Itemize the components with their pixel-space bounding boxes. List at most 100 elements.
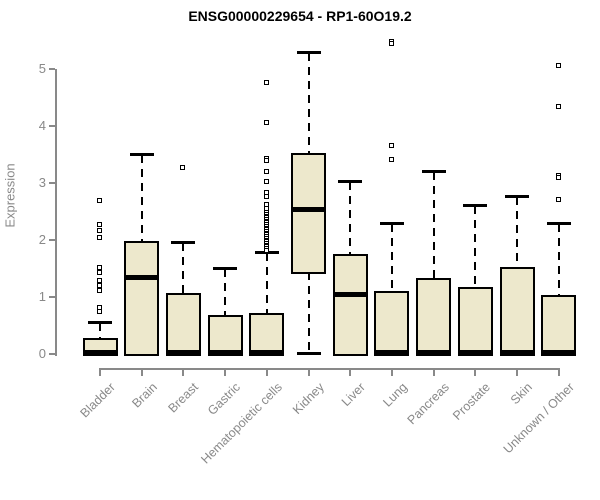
iqr-box bbox=[249, 312, 285, 356]
outlier-point bbox=[97, 222, 102, 228]
y-tick-label: 4 bbox=[38, 118, 46, 133]
upper-whisker-cap bbox=[171, 240, 196, 244]
upper-whisker-cap bbox=[88, 320, 112, 324]
y-axis-tick bbox=[49, 182, 55, 184]
outlier-point bbox=[97, 270, 102, 276]
outlier-point bbox=[97, 198, 102, 204]
upper-whisker bbox=[99, 322, 101, 339]
outlier-point bbox=[263, 189, 269, 195]
x-axis-tick bbox=[432, 368, 435, 376]
x-axis-tick bbox=[140, 368, 143, 376]
iqr-box bbox=[165, 293, 201, 356]
outlier-point bbox=[388, 142, 394, 148]
outlier-point bbox=[388, 41, 394, 47]
upper-whisker bbox=[432, 171, 435, 279]
median-line bbox=[82, 350, 118, 356]
outlier-point bbox=[263, 80, 269, 86]
y-axis-tick bbox=[49, 353, 55, 355]
iqr-box bbox=[374, 291, 410, 356]
median-line bbox=[291, 206, 326, 212]
outlier-point bbox=[180, 164, 186, 170]
median-line bbox=[332, 291, 368, 297]
upper-whisker bbox=[307, 53, 310, 153]
median-line bbox=[165, 350, 201, 356]
x-axis-line bbox=[99, 368, 560, 370]
y-tick-label: 0 bbox=[38, 346, 46, 361]
upper-whisker bbox=[390, 224, 393, 292]
outlier-point bbox=[97, 278, 102, 284]
outlier-point bbox=[263, 247, 269, 253]
median-line bbox=[374, 350, 410, 356]
x-axis-tick bbox=[349, 368, 352, 376]
chart-title: ENSG00000229654 - RP1-60O19.2 bbox=[188, 8, 412, 24]
upper-whisker bbox=[140, 154, 143, 242]
iqr-box bbox=[416, 278, 452, 356]
upper-whisker bbox=[224, 268, 227, 316]
x-axis-tick bbox=[224, 368, 227, 376]
median-line bbox=[207, 350, 243, 356]
upper-whisker-cap bbox=[463, 203, 488, 207]
median-line bbox=[124, 275, 160, 281]
outlier-point bbox=[555, 62, 561, 68]
median-line bbox=[249, 350, 285, 356]
outlier-point bbox=[388, 157, 394, 163]
y-tick-label: 1 bbox=[38, 289, 46, 304]
outlier-point bbox=[555, 104, 561, 110]
outlier-point bbox=[555, 196, 561, 202]
upper-whisker bbox=[557, 224, 560, 296]
x-axis-tick bbox=[474, 368, 477, 376]
iqr-box bbox=[207, 315, 243, 356]
x-axis-tick bbox=[516, 368, 518, 376]
y-axis-tick bbox=[49, 239, 55, 241]
x-axis-tick bbox=[557, 368, 560, 376]
upper-whisker bbox=[182, 242, 185, 293]
lower-whisker-cap bbox=[296, 351, 321, 355]
upper-whisker bbox=[265, 253, 268, 313]
iqr-box bbox=[124, 241, 160, 356]
y-tick-label: 2 bbox=[38, 232, 46, 247]
x-axis-tick bbox=[307, 368, 310, 376]
upper-whisker-cap bbox=[296, 51, 321, 55]
iqr-box bbox=[457, 286, 493, 356]
upper-whisker-cap bbox=[338, 179, 363, 183]
upper-whisker-cap bbox=[421, 169, 446, 173]
upper-whisker bbox=[516, 196, 518, 268]
outlier-point bbox=[97, 264, 102, 270]
x-axis-tick bbox=[99, 368, 101, 376]
outlier-point bbox=[263, 169, 269, 175]
y-axis-line bbox=[55, 69, 57, 356]
upper-whisker-cap bbox=[213, 266, 238, 270]
x-axis-tick bbox=[265, 368, 268, 376]
outlier-point bbox=[263, 194, 269, 200]
x-axis-tick bbox=[390, 368, 393, 376]
upper-whisker-cap bbox=[546, 222, 571, 226]
iqr-box bbox=[291, 152, 326, 275]
lower-whisker bbox=[307, 272, 310, 353]
outlier-point bbox=[263, 158, 269, 164]
iqr-box bbox=[499, 267, 535, 356]
iqr-box bbox=[332, 253, 368, 356]
upper-whisker bbox=[349, 181, 352, 254]
x-axis-tick bbox=[182, 368, 185, 376]
y-tick-label: 5 bbox=[38, 61, 46, 76]
median-line bbox=[541, 350, 577, 356]
median-line bbox=[499, 350, 535, 356]
upper-whisker-cap bbox=[505, 194, 529, 198]
outlier-point bbox=[97, 288, 102, 294]
outlier-point bbox=[263, 201, 269, 207]
outlier-point bbox=[97, 234, 102, 240]
y-axis-tick bbox=[49, 68, 55, 70]
outlier-point bbox=[263, 178, 269, 184]
y-tick-label: 3 bbox=[38, 175, 46, 190]
upper-whisker bbox=[474, 205, 477, 287]
median-line bbox=[416, 350, 452, 356]
outlier-point bbox=[555, 174, 561, 180]
outlier-point bbox=[263, 119, 269, 125]
median-line bbox=[457, 350, 493, 356]
upper-whisker-cap bbox=[129, 152, 154, 156]
y-axis-tick bbox=[49, 296, 55, 298]
outlier-point bbox=[97, 308, 102, 314]
iqr-box bbox=[541, 295, 577, 356]
